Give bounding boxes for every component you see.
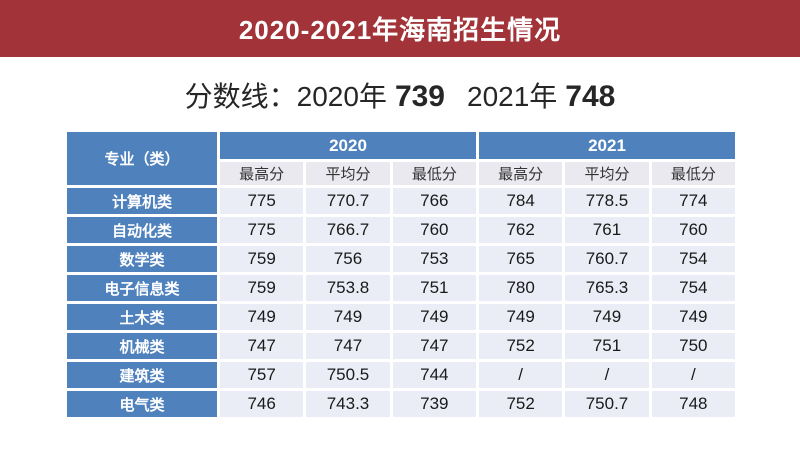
year-header-2021: 2021 <box>478 132 735 159</box>
score-cell: 754 <box>651 275 735 301</box>
column-header-major: 专业（类） <box>67 132 217 185</box>
table-row-electrical: 电气类 746 743.3 739 752 750.7 748 <box>67 391 735 417</box>
year-header-row: 专业（类） 2020 2021 <box>67 132 735 185</box>
score-cell: 753.8 <box>306 275 390 301</box>
score-cell: / <box>651 362 735 388</box>
score-cell: 765.3 <box>565 275 649 301</box>
cutoff-year2-score: 748 <box>565 80 616 113</box>
score-cell: 749 <box>565 304 649 330</box>
score-cell: 765 <box>478 246 563 272</box>
row-label: 机械类 <box>67 333 217 359</box>
subheader-2021-min: 最低分 <box>651 162 735 185</box>
slide-title: 2020-2021年海南招生情况 <box>238 15 562 45</box>
score-cell: 762 <box>478 217 563 243</box>
score-cell: 780 <box>478 275 563 301</box>
score-cell: 759 <box>220 246 304 272</box>
score-cell: / <box>565 362 649 388</box>
score-cell: 747 <box>392 333 476 359</box>
score-cell: 752 <box>478 333 563 359</box>
score-cell: 766 <box>392 188 476 214</box>
score-cell: 761 <box>565 217 649 243</box>
subheader-2020-max: 最高分 <box>220 162 304 185</box>
score-cell: 753 <box>392 246 476 272</box>
score-cell: 760 <box>651 217 735 243</box>
score-cell: 744 <box>392 362 476 388</box>
score-cell: 775 <box>220 188 304 214</box>
score-cell: 751 <box>565 333 649 359</box>
score-cell: 770.7 <box>306 188 390 214</box>
score-cell: 754 <box>651 246 735 272</box>
table-row-mechanical: 机械类 747 747 747 752 751 750 <box>67 333 735 359</box>
score-cell: 760.7 <box>565 246 649 272</box>
score-cell: 760 <box>392 217 476 243</box>
score-cell: 739 <box>392 391 476 417</box>
score-cell: 743.3 <box>306 391 390 417</box>
table-row-civil: 土木类 749 749 749 749 749 749 <box>67 304 735 330</box>
admission-table-container: 专业（类） 2020 2021 最高分 平均分 最低分 最高分 平均分 最低分 … <box>64 129 738 420</box>
table-row-architecture: 建筑类 757 750.5 744 / / / <box>67 362 735 388</box>
row-label: 电子信息类 <box>67 275 217 301</box>
score-cell: / <box>478 362 563 388</box>
score-cell: 750 <box>651 333 735 359</box>
row-label: 自动化类 <box>67 217 217 243</box>
score-cell: 766.7 <box>306 217 390 243</box>
subheader-2020-min: 最低分 <box>392 162 476 185</box>
slide-title-banner: 2020-2021年海南招生情况 <box>0 0 800 57</box>
score-cell: 749 <box>220 304 304 330</box>
score-cell: 757 <box>220 362 304 388</box>
score-cell: 775 <box>220 217 304 243</box>
row-label: 建筑类 <box>67 362 217 388</box>
score-cell: 747 <box>306 333 390 359</box>
score-cell: 774 <box>651 188 735 214</box>
score-cell: 747 <box>220 333 304 359</box>
score-cell: 752 <box>478 391 563 417</box>
score-cell: 749 <box>306 304 390 330</box>
table-row-computer: 计算机类 775 770.7 766 784 778.5 774 <box>67 188 735 214</box>
table-row-automation: 自动化类 775 766.7 760 762 761 760 <box>67 217 735 243</box>
subheader-2020-avg: 平均分 <box>306 162 390 185</box>
row-label: 计算机类 <box>67 188 217 214</box>
score-cell: 748 <box>651 391 735 417</box>
score-cell: 750.5 <box>306 362 390 388</box>
year-header-2020: 2020 <box>220 132 476 159</box>
score-cell: 784 <box>478 188 563 214</box>
row-label: 电气类 <box>67 391 217 417</box>
score-cell: 749 <box>651 304 735 330</box>
score-cell: 750.7 <box>565 391 649 417</box>
score-cell: 778.5 <box>565 188 649 214</box>
score-cell: 749 <box>478 304 563 330</box>
cutoff-year2-label: 2021年 <box>467 81 558 112</box>
subheader-2021-avg: 平均分 <box>565 162 649 185</box>
table-row-math: 数学类 759 756 753 765 760.7 754 <box>67 246 735 272</box>
score-cell: 749 <box>392 304 476 330</box>
subheader-2021-max: 最高分 <box>478 162 563 185</box>
cutoff-year1-score: 739 <box>394 80 445 113</box>
admission-score-table: 专业（类） 2020 2021 最高分 平均分 最低分 最高分 平均分 最低分 … <box>64 129 738 420</box>
table-row-electronic-info: 电子信息类 759 753.8 751 780 765.3 754 <box>67 275 735 301</box>
score-cell: 746 <box>220 391 304 417</box>
cutoff-year1-label: 2020年 <box>296 81 387 112</box>
sub-header-row: 最高分 平均分 最低分 最高分 平均分 最低分 <box>67 162 735 185</box>
score-cell: 756 <box>306 246 390 272</box>
cutoff-prefix: 分数线： <box>184 81 297 112</box>
row-label: 数学类 <box>67 246 217 272</box>
score-cell: 751 <box>392 275 476 301</box>
cutoff-score-line: 分数线：2020年 739 2021年 748 <box>0 78 800 116</box>
score-cell: 759 <box>220 275 304 301</box>
row-label: 土木类 <box>67 304 217 330</box>
